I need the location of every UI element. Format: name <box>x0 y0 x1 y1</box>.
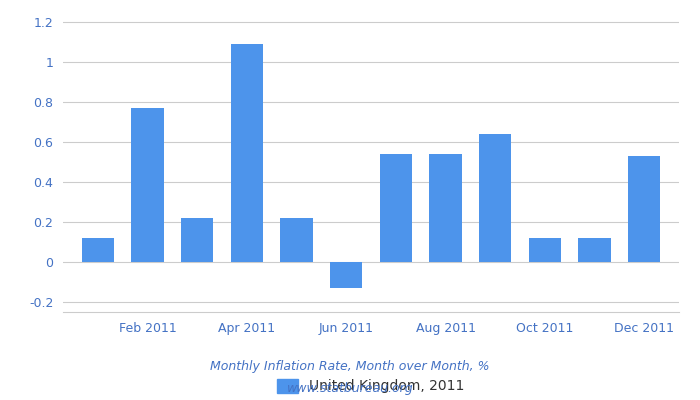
Bar <box>280 218 313 262</box>
Bar <box>231 44 263 262</box>
Bar <box>181 218 214 262</box>
Text: www.statbureau.org: www.statbureau.org <box>287 382 413 395</box>
Bar <box>628 156 660 262</box>
Bar <box>82 238 114 262</box>
Text: Monthly Inflation Rate, Month over Month, %: Monthly Inflation Rate, Month over Month… <box>210 360 490 373</box>
Bar <box>330 262 363 288</box>
Legend: United Kingdom, 2011: United Kingdom, 2011 <box>272 373 470 399</box>
Bar <box>132 108 164 262</box>
Bar <box>479 134 511 262</box>
Bar <box>528 238 561 262</box>
Bar <box>379 154 412 262</box>
Bar <box>429 154 462 262</box>
Bar <box>578 238 610 262</box>
